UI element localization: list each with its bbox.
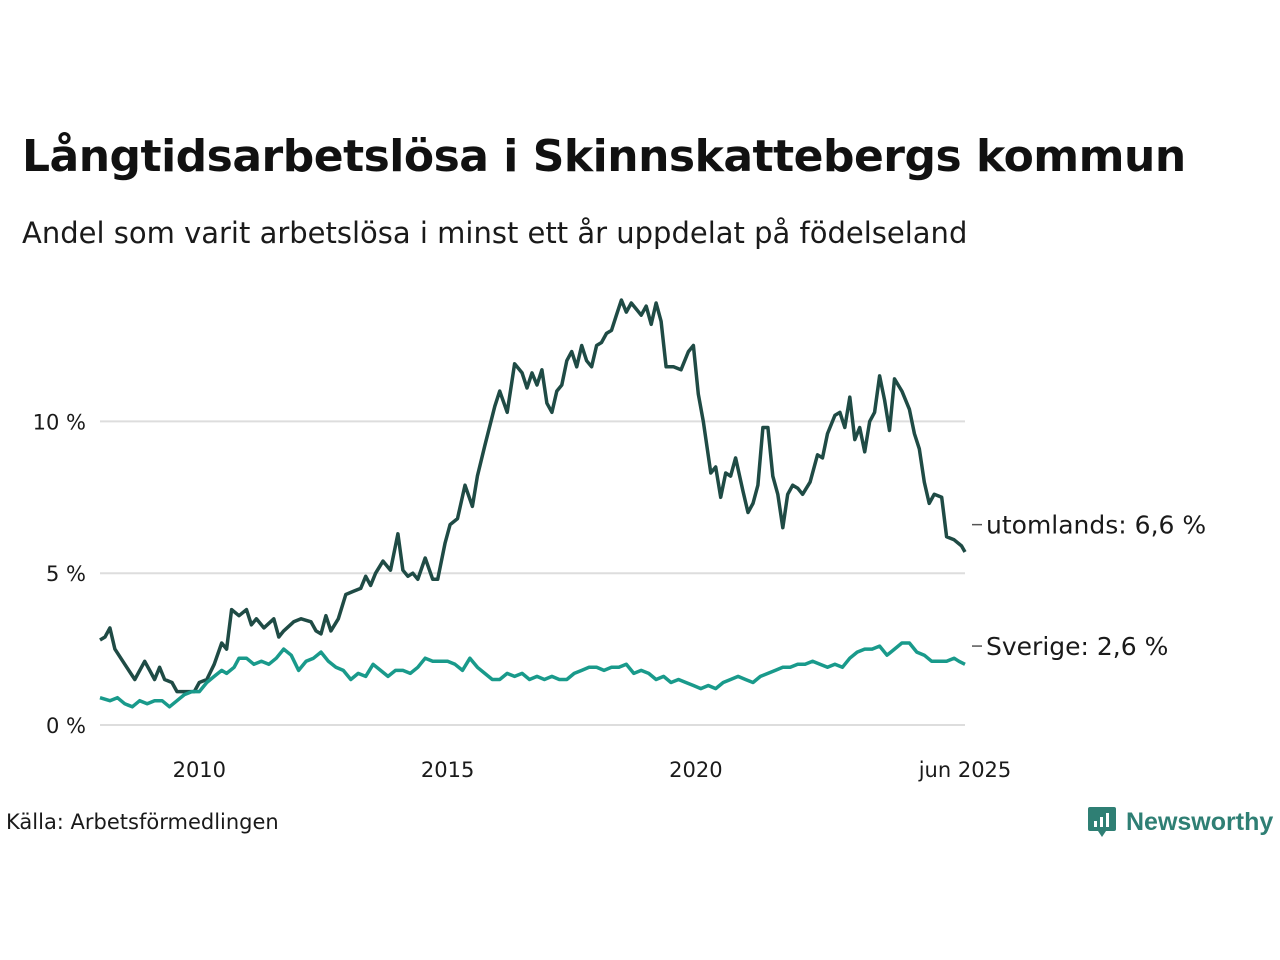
- series-line-sverige: [99, 641, 966, 709]
- series-lines: [99, 298, 967, 709]
- end-label-sverige: Sverige: 2,6 %: [986, 632, 1168, 661]
- end-labels: utomlands: 6,6 % Sverige: 2,6 %: [972, 511, 1206, 661]
- brand-logo[interactable]: Newsworthy: [1088, 804, 1273, 840]
- gridlines: [100, 420, 965, 726]
- newsworthy-logo-icon: [1088, 807, 1116, 837]
- end-label-utomlands: utomlands: 6,6 %: [986, 511, 1206, 540]
- y-axis-ticks: 0 % 5 % 10 %: [33, 410, 86, 738]
- x-tick-label: 2015: [421, 758, 474, 782]
- chart-title: Långtidsarbetslösa i Skinnskattebergs ko…: [22, 131, 1186, 182]
- x-axis-ticks: 2010 2015 2020 jun 2025: [173, 758, 1012, 782]
- chart-subtitle: Andel som varit arbetslösa i minst ett å…: [22, 216, 968, 250]
- x-tick-label: 2020: [669, 758, 722, 782]
- y-tick-label: 0 %: [46, 714, 86, 738]
- series-line-utomlands: [99, 298, 967, 694]
- brand-name: Newsworthy: [1126, 807, 1274, 836]
- source-note: Källa: Arbetsförmedlingen: [6, 810, 279, 834]
- x-tick-label: 2010: [173, 758, 226, 782]
- y-tick-label: 10 %: [33, 410, 86, 434]
- x-tick-label: jun 2025: [918, 758, 1012, 782]
- y-tick-label: 5 %: [46, 562, 86, 586]
